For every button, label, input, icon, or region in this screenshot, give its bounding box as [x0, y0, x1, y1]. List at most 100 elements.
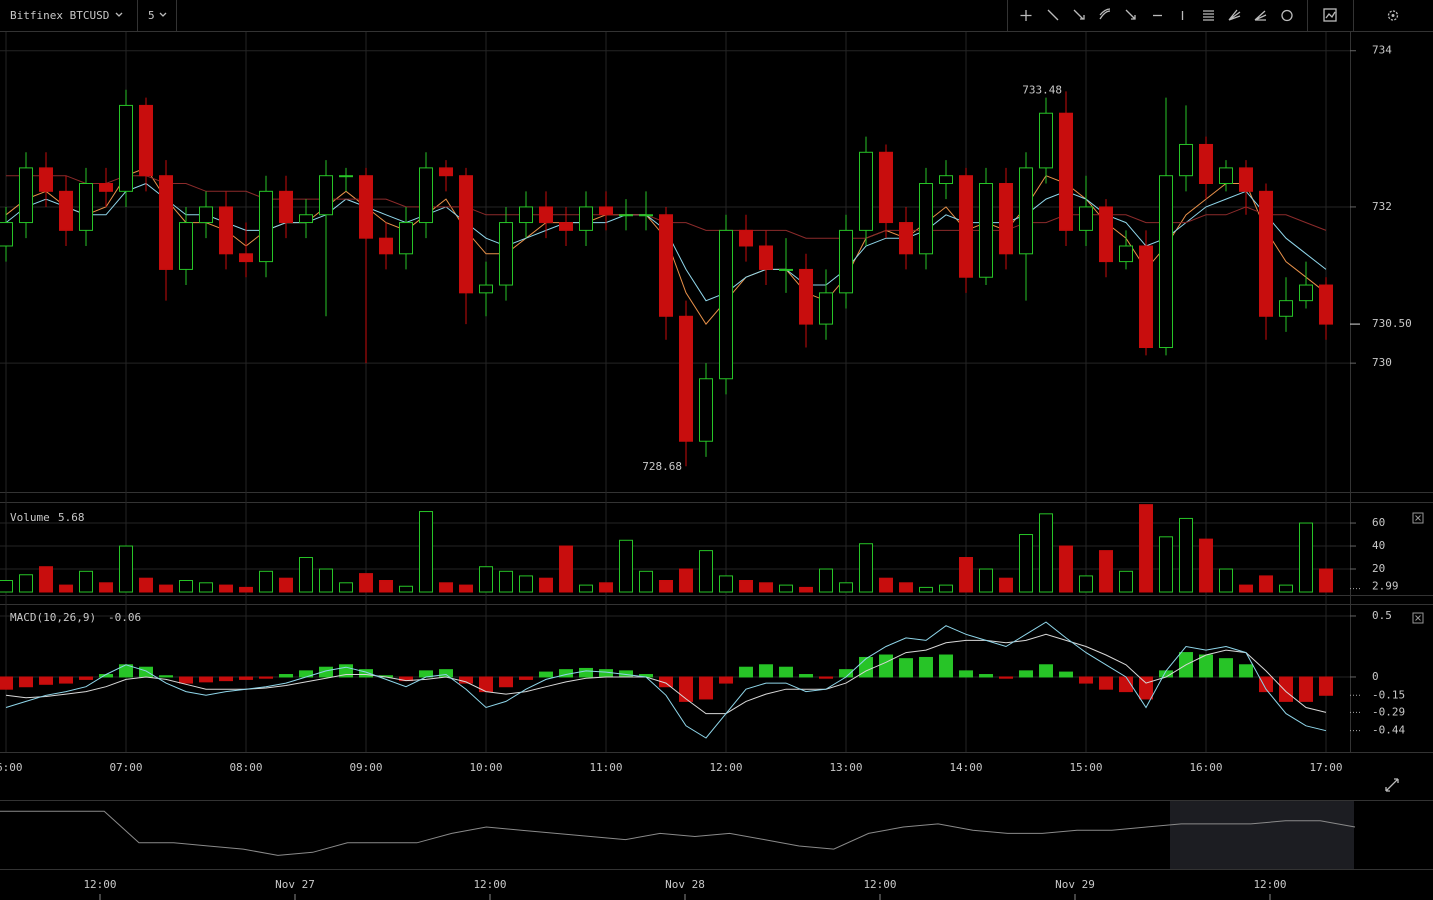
volume-bar [579, 584, 593, 593]
x-tick-label: 12:00 [83, 878, 116, 891]
volume-bar [199, 582, 213, 593]
histogram-bar [959, 670, 973, 678]
arrow-tool[interactable] [1125, 9, 1136, 20]
volume-bar [1279, 584, 1293, 593]
volume-bar [639, 570, 653, 593]
volume-bar [679, 568, 693, 593]
candle-body [679, 315, 693, 442]
candle-body [759, 245, 773, 270]
histogram-bar [1279, 676, 1293, 702]
fan-tool[interactable] [1228, 9, 1241, 21]
histogram-bar [439, 669, 453, 678]
candle-body [479, 284, 493, 294]
candle-body [1099, 206, 1113, 263]
histogram-bar [779, 666, 793, 678]
histogram-bar [1099, 676, 1113, 690]
volume-bar [459, 584, 473, 593]
x-tick-label: 15:00 [1069, 761, 1102, 774]
interval-dropdown-icon[interactable] [159, 12, 167, 17]
volume-bar [919, 586, 933, 593]
ray-tool[interactable] [1073, 9, 1085, 20]
histogram-bar [819, 676, 833, 679]
histogram-bar [1079, 676, 1093, 684]
channel-tool[interactable] [1203, 10, 1214, 21]
x-tick-label: 12:00 [709, 761, 742, 774]
volume-bar [1019, 534, 1033, 593]
close-volume-button[interactable] [1412, 512, 1424, 524]
volume-bar [219, 584, 233, 593]
ellipse-tool[interactable] [1281, 9, 1293, 22]
x-tick-label: 09:00 [349, 761, 382, 774]
candle-body [359, 175, 373, 239]
x-tick-label: 07:00 [109, 761, 142, 774]
candle-body [1159, 175, 1173, 349]
histogram-bar [279, 674, 293, 678]
settings-button[interactable] [1387, 10, 1399, 21]
navigator-line [0, 810, 1356, 856]
histogram-bar [259, 676, 273, 679]
indicators-button[interactable] [1323, 8, 1337, 22]
candle-body [639, 214, 653, 217]
candle-body [199, 206, 213, 224]
histogram-bar [519, 676, 533, 680]
volume-bar [759, 582, 773, 593]
close-icon [1415, 615, 1421, 621]
marker-label: 2.99 [1372, 580, 1399, 593]
candle-body [999, 183, 1013, 255]
histogram-bar [979, 674, 993, 678]
candle-body [1079, 206, 1093, 231]
fib-tool[interactable] [1099, 8, 1111, 20]
volume-bar [699, 550, 713, 593]
volume-bar [439, 582, 453, 593]
crosshair-tool[interactable] [1020, 10, 1032, 21]
candle-body [99, 183, 113, 192]
candle-body [919, 183, 933, 255]
x-tick-label: Nov 27 [275, 878, 315, 891]
volume-bar [239, 586, 253, 593]
candle-body [419, 167, 433, 224]
y-tick-label: 0 [1372, 670, 1379, 683]
candle-body [0, 222, 13, 247]
histogram-bar [1039, 664, 1053, 678]
candle-body [1219, 167, 1233, 185]
fullscreen-button[interactable] [1385, 778, 1399, 792]
volume-bar [999, 577, 1013, 593]
histogram-bar [1219, 658, 1233, 678]
trendline-tool[interactable] [1047, 9, 1059, 21]
symbol-selector[interactable]: Bitfinex BTCUSD [10, 9, 109, 22]
volume-bar [779, 584, 793, 593]
volume-bar [519, 575, 533, 593]
candle-body [499, 222, 513, 286]
candle-body [439, 167, 453, 177]
histogram-bar [1019, 670, 1033, 678]
candle-body [339, 175, 353, 178]
volume-bar [619, 539, 633, 593]
volume-bar [1039, 513, 1053, 593]
volume-bar [99, 582, 113, 593]
volume-bar [399, 585, 413, 593]
histogram-bar [1139, 676, 1153, 700]
histogram-bar [239, 676, 253, 680]
volume-bar [719, 575, 733, 593]
candle-body [1319, 284, 1333, 325]
histogram-bar [359, 669, 373, 678]
close-macd-button[interactable] [1412, 612, 1424, 624]
histogram-bar [919, 656, 933, 678]
candle-body [159, 175, 173, 270]
histogram-bar [1259, 676, 1273, 693]
marker-label: -0.29 [1372, 705, 1405, 718]
volume-bar [479, 566, 493, 593]
histogram-bar [19, 676, 33, 688]
candle-body [79, 183, 93, 231]
volume-bar [1159, 536, 1173, 593]
symbol-dropdown-icon[interactable] [115, 12, 123, 17]
volume-bar [139, 577, 153, 593]
x-tick-label: 11:00 [589, 761, 622, 774]
navigator-selection[interactable] [1170, 801, 1354, 869]
interval-selector[interactable]: 5 [148, 9, 155, 22]
candle-body [959, 175, 973, 278]
histogram-bar [219, 676, 233, 682]
gann-tool[interactable] [1254, 10, 1267, 21]
histogram-bar [579, 667, 593, 678]
